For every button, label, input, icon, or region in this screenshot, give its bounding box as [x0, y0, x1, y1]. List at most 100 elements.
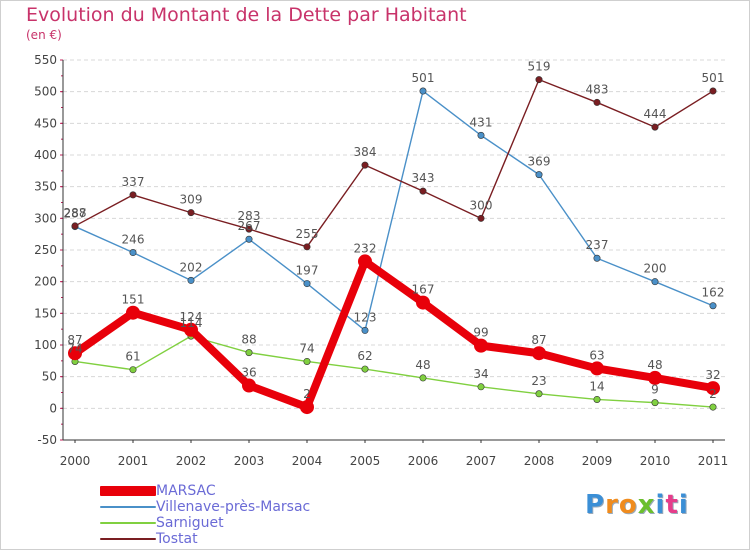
y-tick-label: 400	[34, 148, 57, 162]
x-tick-label: 2000	[60, 454, 91, 468]
y-tick-label: 250	[34, 243, 57, 257]
data-point	[477, 214, 485, 222]
data-point	[419, 374, 427, 382]
data-point	[361, 326, 369, 334]
data-label: 61	[125, 350, 140, 364]
legend-item: Tostat	[100, 531, 310, 547]
chart-title: Evolution du Montant de la Dette par Hab…	[26, 4, 467, 26]
data-point	[187, 276, 195, 284]
logo-letter: t	[665, 490, 679, 520]
data-label: 2	[709, 387, 717, 401]
legend-label: Sarniguet	[156, 515, 224, 531]
data-point	[358, 254, 372, 269]
x-tick-label: 2001	[118, 454, 149, 468]
data-label: 87	[531, 333, 546, 347]
data-label: 237	[586, 238, 609, 252]
logo-letter: i	[678, 490, 689, 520]
legend-item: MARSAC	[100, 483, 310, 499]
legend-item: Villenave-près-Marsac	[100, 499, 310, 515]
data-point	[651, 278, 659, 286]
data-point	[593, 254, 601, 262]
data-label: 74	[299, 341, 314, 355]
y-tick-label: 300	[34, 211, 57, 225]
data-label: 483	[586, 82, 609, 96]
data-label: 14	[589, 379, 604, 393]
data-label: 283	[238, 209, 261, 223]
data-label: 36	[241, 366, 256, 380]
legend-swatch	[100, 538, 156, 540]
data-label: 202	[180, 260, 203, 274]
data-point	[245, 235, 253, 243]
legend-swatch	[100, 486, 156, 496]
data-label: 255	[296, 227, 319, 241]
y-tick-label: -50	[37, 433, 57, 447]
data-label: 288	[64, 206, 87, 220]
x-tick-label: 2006	[408, 454, 439, 468]
data-label: 300	[470, 198, 493, 212]
data-label: 162	[702, 286, 725, 300]
data-point	[535, 76, 543, 84]
logo-letter: i	[655, 490, 666, 520]
legend-item: Sarniguet	[100, 515, 310, 531]
data-point	[129, 249, 137, 257]
data-point	[419, 87, 427, 95]
data-point	[184, 322, 198, 337]
data-label: 34	[473, 367, 488, 381]
data-point	[477, 131, 485, 139]
data-label: 287	[64, 207, 87, 221]
data-label: 501	[702, 71, 725, 85]
x-tick-label: 2008	[524, 454, 555, 468]
data-label: 114	[180, 316, 203, 330]
data-point	[303, 243, 311, 251]
series-line-tostat	[74, 78, 714, 248]
logo-letter: P	[585, 490, 606, 520]
series-line-marsac	[71, 257, 717, 412]
data-label: 88	[241, 333, 256, 347]
data-point	[187, 209, 195, 217]
data-point	[300, 400, 314, 415]
y-tick-label: 0	[49, 401, 57, 415]
data-label: 369	[528, 155, 551, 169]
data-label: 246	[122, 233, 145, 247]
data-point	[648, 370, 662, 385]
data-point	[709, 403, 717, 411]
data-point	[129, 191, 137, 199]
data-point	[242, 378, 256, 393]
proxiti-logo: Proxiti	[585, 490, 689, 520]
data-point	[303, 357, 311, 365]
y-tick-label: 450	[34, 116, 57, 130]
data-label: 337	[122, 175, 145, 189]
data-point	[68, 346, 82, 361]
y-tick-label: 50	[42, 370, 57, 384]
data-label: 197	[296, 264, 319, 278]
data-point	[303, 280, 311, 288]
data-label: 63	[589, 348, 604, 362]
series-line-sarniguet	[74, 335, 714, 408]
data-point	[651, 123, 659, 131]
chart-unit-label: (en €)	[26, 28, 62, 42]
legend-swatch	[100, 506, 156, 508]
data-label: 74	[67, 341, 82, 355]
data-point	[535, 390, 543, 398]
data-point	[651, 399, 659, 407]
x-tick-label: 2005	[350, 454, 381, 468]
data-label: 519	[528, 60, 551, 74]
legend-label: Tostat	[156, 531, 198, 547]
data-label: 444	[644, 107, 667, 121]
x-tick-label: 2003	[234, 454, 265, 468]
data-point	[129, 366, 137, 374]
logo-letter: x	[637, 490, 656, 520]
x-tick-label: 2004	[292, 454, 323, 468]
y-tick-label: 100	[34, 338, 57, 352]
data-label: 124	[180, 310, 203, 324]
y-tick-label: 350	[34, 180, 57, 194]
data-label: 151	[122, 293, 145, 307]
data-label: 267	[238, 219, 261, 233]
data-point	[532, 346, 546, 361]
data-label: 309	[180, 193, 203, 207]
y-tick-label: 150	[34, 306, 57, 320]
data-label: 431	[470, 115, 493, 129]
x-tick-label: 2007	[466, 454, 497, 468]
data-point	[419, 187, 427, 195]
